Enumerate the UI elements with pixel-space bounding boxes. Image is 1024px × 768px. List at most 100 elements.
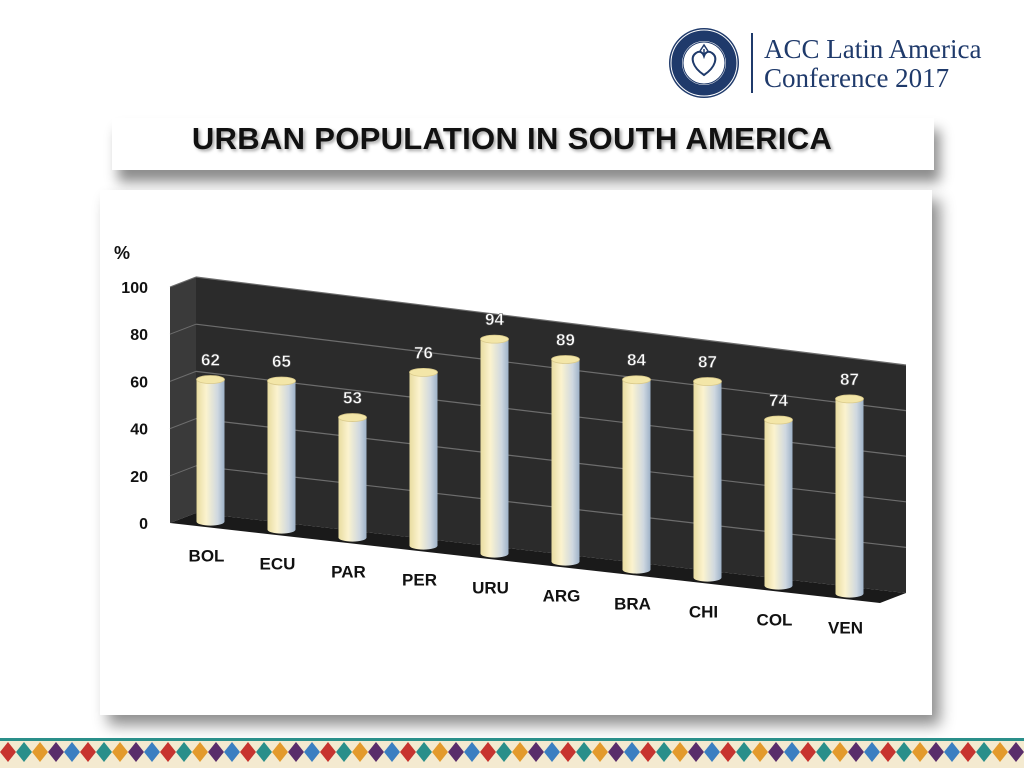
bar-body — [196, 379, 225, 526]
border-diamond — [0, 742, 16, 762]
bar — [196, 375, 225, 526]
bar-top — [693, 377, 722, 386]
bar — [267, 376, 296, 534]
chart-title: URBAN POPULATION IN SOUTH AMERICA — [191, 121, 833, 156]
bar-top — [551, 355, 580, 364]
border-diamond — [832, 742, 848, 762]
border-diamond — [848, 742, 864, 762]
border-diamond — [624, 742, 640, 762]
border-diamond — [896, 742, 912, 762]
border-diamond — [64, 742, 80, 762]
border-diamond — [480, 742, 496, 762]
border-diamond — [976, 742, 992, 762]
border-diamond — [992, 742, 1008, 762]
logo-line-2: Conference 2017 — [764, 63, 950, 93]
border-diamond — [112, 742, 128, 762]
border-diamond — [528, 742, 544, 762]
bar-top — [338, 413, 367, 422]
bar-top — [409, 367, 438, 377]
border-diamond — [640, 742, 656, 762]
bar-body — [409, 372, 438, 550]
acc-seal-icon — [669, 28, 739, 98]
chart-back-wall — [196, 277, 906, 593]
gridline-side — [169, 323, 197, 335]
x-tick-label: ECU — [260, 555, 296, 574]
border-diamond — [48, 742, 64, 762]
border-diamond — [272, 742, 288, 762]
bar-body — [267, 380, 296, 534]
x-tick-label: BRA — [614, 595, 651, 614]
data-label: 74 — [769, 391, 788, 410]
border-diamond — [800, 742, 816, 762]
data-label: 87 — [698, 353, 717, 372]
border-diamond — [752, 742, 768, 762]
border-diamond — [496, 742, 512, 762]
bar — [338, 413, 367, 542]
x-tick-label: COL — [757, 611, 793, 630]
border-diamond — [736, 742, 752, 762]
x-tick-label: PAR — [331, 563, 366, 582]
x-tick-label: URU — [472, 579, 509, 598]
border-diamond — [944, 742, 960, 762]
bar — [622, 375, 651, 574]
border-diamond — [160, 742, 176, 762]
bar-body — [693, 381, 722, 582]
data-label: 76 — [414, 343, 433, 362]
border-diamond — [352, 742, 368, 762]
chart-panel: 0 20 40 60 80 100% 62 BOL 65 ECU 53 PAR 76 PER 94 URU 89… — [100, 190, 932, 715]
y-tick-label: 60 — [130, 374, 148, 391]
data-label: 89 — [556, 330, 575, 349]
data-label: 53 — [343, 389, 362, 408]
logo-divider — [751, 33, 753, 93]
border-diamond — [544, 742, 560, 762]
bar-body — [480, 339, 509, 558]
border-diamond — [16, 742, 32, 762]
bar — [693, 377, 722, 582]
bar-chart: 0 20 40 60 80 100% 62 BOL 65 ECU 53 PAR 76 PER 94 URU 89… — [114, 243, 907, 638]
border-diamond — [688, 742, 704, 762]
border-diamond — [144, 742, 160, 762]
bar-body — [551, 359, 580, 566]
data-label: 84 — [627, 351, 646, 370]
border-diamond — [864, 742, 880, 762]
x-tick-label: VEN — [828, 619, 863, 638]
border-diamond — [512, 742, 528, 762]
gridline-side — [169, 465, 197, 477]
data-label: 65 — [272, 352, 291, 371]
border-diamond — [784, 742, 800, 762]
border-diamond — [464, 742, 480, 762]
decorative-border — [0, 738, 1024, 768]
y-tick-label: 20 — [130, 469, 148, 486]
y-tick-label: 80 — [130, 327, 148, 344]
border-diamond — [448, 742, 464, 762]
y-tick-label: 40 — [130, 422, 148, 439]
gridline — [195, 276, 907, 366]
border-diamond — [304, 742, 320, 762]
y-tick-label: 100 — [121, 280, 148, 297]
x-tick-label: BOL — [189, 547, 225, 566]
gridline — [195, 323, 907, 412]
border-diamond — [192, 742, 208, 762]
x-tick-label: PER — [402, 571, 437, 590]
border-diamond — [240, 742, 256, 762]
bar — [764, 415, 793, 590]
data-label: 87 — [840, 370, 859, 389]
bar-body — [338, 417, 367, 542]
bar-top — [196, 375, 225, 384]
border-diamond — [208, 742, 224, 762]
border-diamond — [560, 742, 576, 762]
border-diamond — [128, 742, 144, 762]
border-diamond — [816, 742, 832, 762]
border-diamond — [224, 742, 240, 762]
bar-top — [764, 415, 793, 425]
bar-top — [622, 375, 651, 385]
bar-body — [835, 398, 864, 598]
logo-text: ACC Latin America Conference 2017 — [764, 35, 981, 93]
border-diamond — [960, 742, 976, 762]
border-diamond — [656, 742, 672, 762]
border-diamond — [368, 742, 384, 762]
border-diamond — [1008, 742, 1024, 762]
gridline-side — [169, 370, 197, 382]
y-tick-label: 0 — [139, 516, 148, 533]
border-diamond — [576, 742, 592, 762]
